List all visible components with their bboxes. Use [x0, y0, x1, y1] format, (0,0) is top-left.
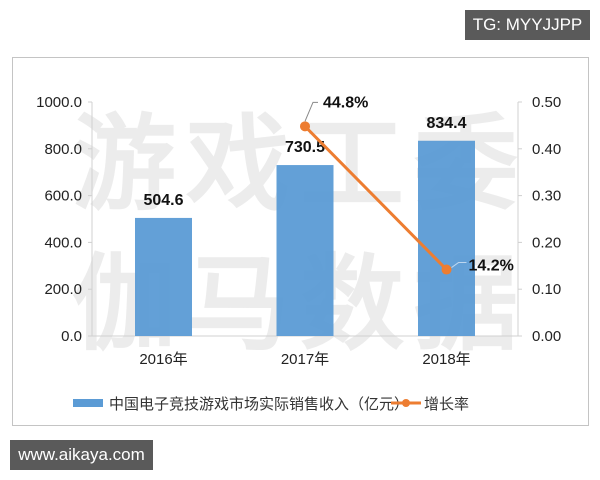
growth-point-marker — [300, 121, 310, 132]
left-axis-tick-label: 600.0 — [44, 188, 82, 205]
x-axis-labels: 2016年 2017年 2018年 — [139, 351, 470, 368]
left-axis-tick-label: 1000.0 — [36, 94, 82, 111]
label-leader-line — [304, 101, 318, 122]
legend-bar-label: 中国电子竞技游戏市场实际销售收入（亿元） — [109, 395, 409, 413]
bar-value-label: 730.5 — [285, 139, 325, 156]
growth-line — [303, 125, 448, 271]
axis-ticks — [88, 101, 522, 337]
right-axis-tick-label: 0.00 — [532, 328, 561, 345]
legend-bar-swatch — [73, 399, 103, 407]
x-axis-category-label: 2017年 — [281, 351, 329, 368]
left-axis-labels: 0.0 200.0 400.0 600.0 800.0 1000.0 — [36, 94, 82, 345]
right-axis-labels: 0.00 0.10 0.20 0.30 0.40 0.50 — [532, 94, 561, 345]
legend: 中国电子竞技游戏市场实际销售收入（亿元） 增长率 — [73, 395, 469, 413]
right-axis-tick-label: 0.30 — [532, 188, 561, 205]
growth-point-marker — [441, 264, 452, 275]
x-axis-category-label: 2018年 — [422, 351, 470, 368]
bar — [418, 140, 475, 336]
left-axis-tick-label: 0.0 — [61, 328, 82, 345]
right-axis-tick-label: 0.40 — [532, 141, 561, 158]
legend-line-marker-icon — [402, 399, 410, 407]
bar-value-label: 834.4 — [426, 115, 466, 132]
growth-rate-line-series: 44.8% 14.2% — [300, 94, 514, 275]
website-badge: www.aikaya.com — [10, 440, 153, 470]
left-axis-tick-label: 400.0 — [44, 234, 82, 251]
legend-line-label: 增长率 — [424, 396, 469, 413]
label-leader-line — [451, 262, 467, 268]
bar-value-labels: 504.6 730.5 834.4 — [143, 115, 466, 209]
bar-value-label: 504.6 — [143, 192, 183, 209]
bar — [276, 165, 334, 336]
x-axis-category-label: 2016年 — [139, 351, 187, 368]
left-axis-tick-label: 200.0 — [44, 281, 82, 298]
left-axis-tick-label: 800.0 — [44, 141, 82, 158]
growth-value-label: 44.8% — [323, 94, 368, 111]
bar — [135, 217, 192, 336]
telegram-badge: TG: MYYJJPP — [465, 10, 590, 40]
growth-value-label: 14.2% — [469, 258, 514, 275]
right-axis-tick-label: 0.20 — [532, 234, 561, 251]
bar-series — [135, 140, 475, 336]
right-axis-tick-label: 0.10 — [532, 281, 561, 298]
right-axis-tick-label: 0.50 — [532, 94, 561, 111]
